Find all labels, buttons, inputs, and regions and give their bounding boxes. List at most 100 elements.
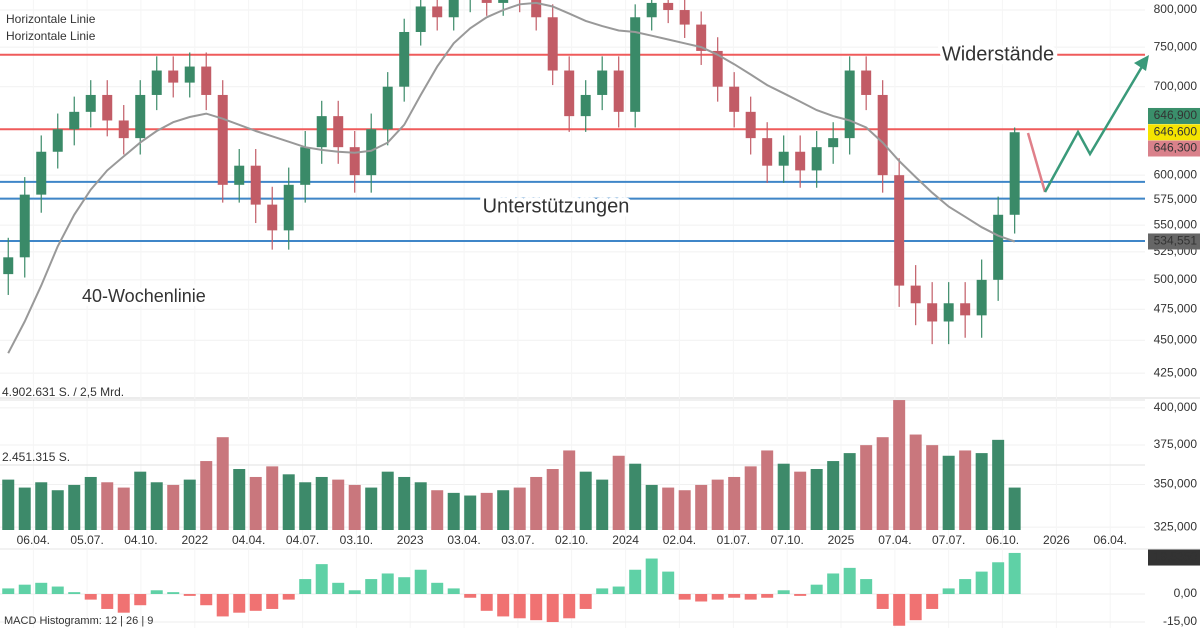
candle-body [366,129,377,176]
price-flag [1148,140,1200,157]
volume-bar [975,453,988,530]
x-tick-label: 03.04. [447,533,480,547]
candle-body [52,129,63,152]
candle-body [1009,132,1020,215]
volume-bar [315,476,328,530]
volume-bar [84,476,97,530]
macd-bar [68,592,81,595]
volume-bar [992,439,1005,530]
volume-bar [893,400,906,530]
candle-body [498,0,509,3]
candle-body [217,94,228,185]
volume-bar [777,463,790,530]
macd-tick-label: 0,00 [1174,586,1198,600]
x-tick-label: 01.07. [717,533,750,547]
candle-body [811,147,822,171]
volume-bar [150,482,163,530]
candle-body [927,303,938,322]
macd-bar [596,588,609,595]
y-tick-label: 400,000 [1154,400,1198,414]
volume-bar [926,445,939,530]
macd-bar [332,582,345,595]
macd-bar [695,594,708,602]
x-tick-label: 03.10. [340,533,373,547]
x-tick-label: 03.07. [501,533,534,547]
macd-bar [18,584,31,595]
annotation: Unterstützungen [483,195,630,217]
macd-tick-label: -15,00 [1163,614,1197,628]
x-tick-label: 2025 [828,533,855,547]
x-tick-label: 2024 [612,533,639,547]
macd-bar [645,558,658,595]
macd-bar [992,562,1005,595]
candle-body [564,70,575,117]
volume-bar [1008,487,1021,530]
candle-body [250,165,261,205]
price-flag-label: 646,300 [1154,141,1198,155]
candle-body [696,24,707,51]
macd-bar [546,594,559,623]
macd-bar [612,586,625,595]
candle-body [613,70,624,112]
macd-label: MACD Histogramm: 12 | 26 | 9 [4,615,153,627]
macd-bar [249,594,262,611]
macd-bar [348,590,361,595]
volume-bar [678,490,691,530]
candle-body [283,184,294,231]
volume-bar [332,479,345,530]
volume-bar [843,453,856,530]
legend-entry: Horizontale Linie [6,12,96,26]
macd-bar [893,594,906,626]
volume-bar [348,484,361,530]
price-flag-label: 646,900 [1154,108,1198,122]
candle-body [844,70,855,139]
x-tick-label: 04.07. [286,533,319,547]
macd-bar [942,588,955,595]
x-tick-label: 07.04. [878,533,911,547]
candle-body [300,147,311,185]
y-tick-label: 325,000 [1154,519,1198,533]
macd-bar [1008,552,1021,595]
x-tick-label: 2022 [181,533,208,547]
macd-bar [282,594,295,600]
macd-bar [678,594,691,600]
volume-bar [827,461,840,530]
macd-bar [315,564,328,595]
volume-bar [711,479,724,530]
macd-bar [299,579,312,595]
arrow-head [1134,55,1149,71]
candle-body [597,70,608,95]
candle-body [877,94,888,176]
volume-bar [216,437,229,530]
candle-body [316,116,327,148]
volume-bar [299,482,312,530]
macd-bar [761,594,774,598]
candle-body [894,175,905,286]
volume-bar [728,476,741,530]
annotation: 40-Wochenlinie [82,286,206,306]
y-tick-label: 425,000 [1154,365,1198,379]
projection-down [1026,132,1047,193]
volume-bar [497,490,510,530]
projection-up [1043,59,1148,193]
candle-body [3,257,14,275]
candle-body [399,31,410,87]
x-tick-label: 04.04. [232,533,265,547]
price-flag [1148,107,1200,124]
volume-bar [563,450,576,530]
candle-body [151,70,162,95]
macd-bar [233,594,246,613]
x-tick-label: 07.10. [770,533,803,547]
volume-bar [546,469,559,530]
volume-bar [183,479,196,530]
volume-bar [18,487,31,530]
macd-bar [480,594,493,611]
candle-body [415,6,426,32]
candle-body [976,279,987,316]
volume-bar [447,492,460,530]
candle-body [795,151,806,171]
volume-bar [68,484,81,530]
volume-bar [794,471,807,530]
volume-tick-label: 4.902.631 S. / 2,5 Mrd. [2,385,124,399]
